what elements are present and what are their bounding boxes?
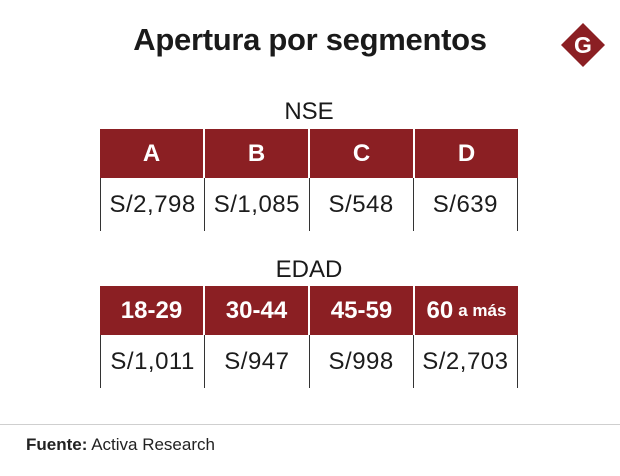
nse-header-cell: B bbox=[203, 129, 308, 178]
edad-header-label: 30-44 bbox=[225, 296, 288, 324]
edad-value-cell: S/998 bbox=[308, 335, 413, 388]
edad-header-cell: 45-59 bbox=[308, 286, 413, 335]
edad-header-cell: 30-44 bbox=[203, 286, 308, 335]
edad-header-row: 18-29 30-44 45-59 60 a más bbox=[100, 286, 518, 335]
edad-header-cell: 60 a más bbox=[413, 286, 518, 335]
nse-table: A B C D S/2,798 S/1,085 S/548 S/639 bbox=[100, 129, 518, 231]
source-note: Fuente: Activa Research bbox=[26, 435, 215, 455]
edad-table: 18-29 30-44 45-59 60 a más S/1,011 S/947… bbox=[100, 286, 518, 388]
logo-letter: G bbox=[574, 32, 592, 58]
edad-header-label: 18-29 bbox=[120, 296, 183, 324]
page-title: Apertura por segmentos bbox=[133, 22, 487, 57]
edad-value-cell: S/1,011 bbox=[100, 335, 204, 388]
footer-divider bbox=[0, 424, 620, 425]
nse-header-cell: D bbox=[413, 129, 518, 178]
nse-value-cell: S/1,085 bbox=[204, 178, 308, 231]
gestion-logo-icon: G bbox=[561, 23, 605, 67]
nse-header-cell: A bbox=[142, 139, 161, 167]
nse-value-row: S/2,798 S/1,085 S/548 S/639 bbox=[100, 178, 518, 231]
edad-section-label: EDAD bbox=[275, 256, 343, 283]
edad-header-label: 45-59 bbox=[330, 296, 393, 324]
edad-value-cell: S/947 bbox=[204, 335, 308, 388]
nse-header-row: A B C D bbox=[100, 129, 518, 178]
nse-value-cell: S/639 bbox=[412, 178, 518, 231]
source-text: Activa Research bbox=[91, 435, 215, 454]
edad-value-cell: S/2,703 bbox=[412, 335, 518, 388]
edad-header-suffix: a más bbox=[458, 300, 507, 320]
edad-header-cell: 18-29 bbox=[100, 286, 203, 335]
nse-value-cell: S/2,798 bbox=[100, 178, 204, 231]
edad-value-row: S/1,011 S/947 S/998 S/2,703 bbox=[100, 335, 518, 388]
source-label: Fuente: bbox=[26, 435, 88, 454]
nse-value-cell: S/548 bbox=[308, 178, 413, 231]
nse-section-label: NSE bbox=[284, 98, 334, 125]
edad-header-label: 60 bbox=[426, 296, 454, 324]
nse-header-cell: C bbox=[308, 129, 413, 178]
